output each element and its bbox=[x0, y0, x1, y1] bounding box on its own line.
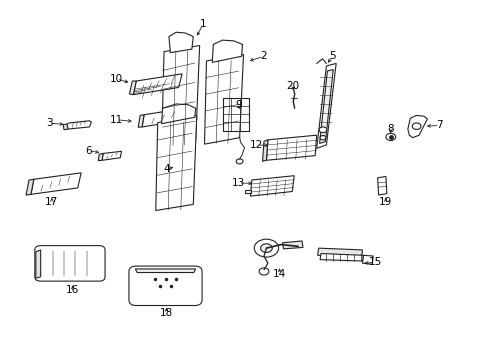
Circle shape bbox=[236, 159, 243, 164]
Polygon shape bbox=[129, 81, 136, 95]
Text: 11: 11 bbox=[110, 115, 123, 125]
Text: 12: 12 bbox=[249, 140, 263, 150]
Polygon shape bbox=[102, 151, 122, 160]
Text: 8: 8 bbox=[386, 124, 393, 134]
Text: 9: 9 bbox=[235, 100, 242, 110]
Polygon shape bbox=[317, 248, 362, 257]
Polygon shape bbox=[36, 250, 41, 278]
Text: 7: 7 bbox=[435, 121, 442, 130]
Polygon shape bbox=[266, 135, 316, 160]
Circle shape bbox=[260, 244, 272, 252]
Text: 15: 15 bbox=[368, 257, 381, 267]
Polygon shape bbox=[161, 104, 195, 124]
Polygon shape bbox=[377, 176, 386, 195]
Circle shape bbox=[411, 123, 420, 130]
Polygon shape bbox=[212, 40, 242, 62]
Polygon shape bbox=[407, 116, 427, 138]
Text: 10: 10 bbox=[110, 74, 123, 84]
Polygon shape bbox=[156, 116, 196, 211]
Polygon shape bbox=[135, 269, 195, 273]
Text: 17: 17 bbox=[45, 197, 59, 207]
Polygon shape bbox=[320, 253, 363, 261]
Text: 6: 6 bbox=[85, 145, 92, 156]
Circle shape bbox=[319, 127, 326, 133]
Polygon shape bbox=[98, 153, 103, 161]
Text: 16: 16 bbox=[66, 285, 80, 296]
Text: 14: 14 bbox=[272, 269, 285, 279]
Polygon shape bbox=[250, 176, 294, 196]
Polygon shape bbox=[26, 179, 34, 195]
Text: 20: 20 bbox=[286, 81, 299, 91]
Polygon shape bbox=[362, 255, 372, 264]
Polygon shape bbox=[168, 32, 193, 53]
Polygon shape bbox=[67, 121, 91, 129]
Polygon shape bbox=[282, 241, 303, 249]
Polygon shape bbox=[262, 140, 267, 161]
Circle shape bbox=[320, 135, 325, 140]
Circle shape bbox=[259, 268, 268, 275]
Polygon shape bbox=[63, 124, 68, 130]
Text: 3: 3 bbox=[46, 118, 53, 128]
Circle shape bbox=[385, 134, 395, 140]
Polygon shape bbox=[31, 173, 81, 194]
Polygon shape bbox=[316, 63, 335, 148]
Circle shape bbox=[254, 239, 278, 257]
Text: 19: 19 bbox=[379, 197, 392, 207]
Text: 13: 13 bbox=[231, 178, 245, 188]
Polygon shape bbox=[133, 74, 182, 95]
Polygon shape bbox=[161, 45, 199, 146]
FancyBboxPatch shape bbox=[35, 246, 105, 281]
Polygon shape bbox=[142, 108, 184, 127]
Polygon shape bbox=[319, 69, 332, 143]
Text: 1: 1 bbox=[199, 19, 206, 29]
FancyBboxPatch shape bbox=[129, 266, 202, 306]
Text: 5: 5 bbox=[328, 51, 335, 61]
Text: 2: 2 bbox=[260, 51, 267, 61]
Text: 18: 18 bbox=[160, 309, 173, 318]
Polygon shape bbox=[138, 115, 144, 127]
Polygon shape bbox=[204, 54, 243, 144]
Polygon shape bbox=[245, 190, 251, 193]
Text: 4: 4 bbox=[163, 164, 169, 174]
